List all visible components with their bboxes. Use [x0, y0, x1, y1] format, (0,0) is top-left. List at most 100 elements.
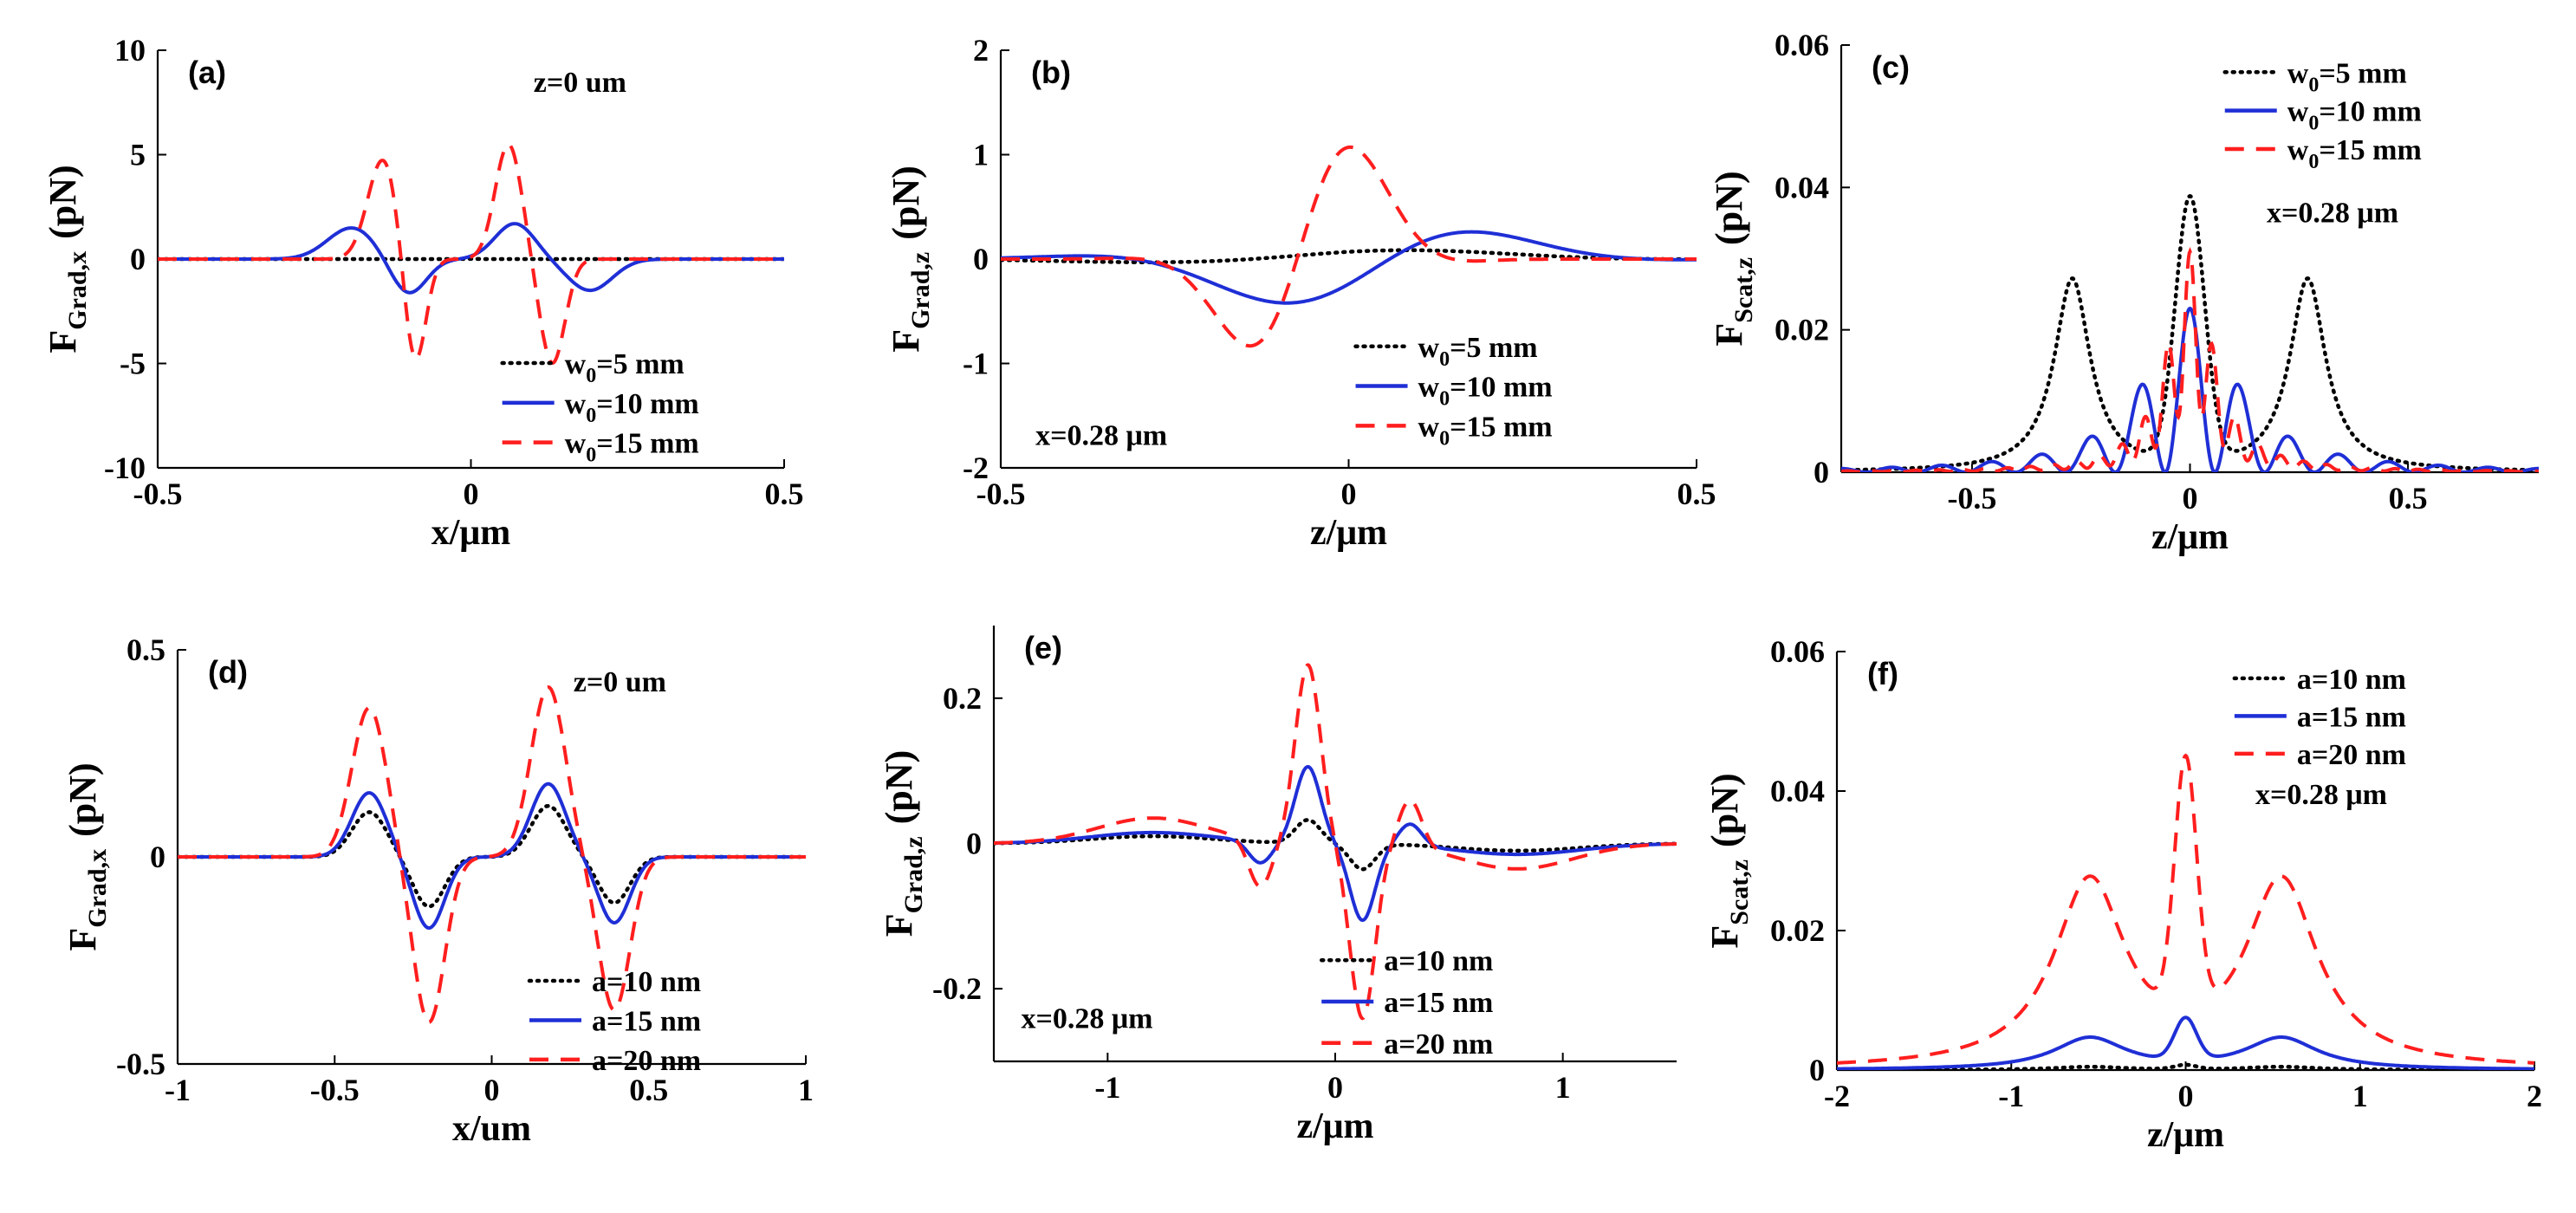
panel-label: (d)	[208, 654, 248, 690]
y-tick-label: 0	[966, 827, 982, 861]
series-line-1	[1001, 248, 1697, 264]
legend-label-main: w	[565, 388, 587, 420]
x-tick-label: 0.5	[629, 1073, 668, 1107]
legend-label: a=15 nm	[592, 1005, 701, 1037]
annotation-text: x=0.28 μm	[1022, 1003, 1153, 1035]
legend-label: w0=5 mm	[565, 348, 685, 387]
legend-label-rest: =10 mm	[2319, 96, 2422, 128]
legend-label: a=10 nm	[1384, 945, 1493, 977]
y-axis-label-main: F	[885, 329, 927, 353]
x-tick-label: -1	[165, 1073, 191, 1107]
panel-label: (a)	[188, 55, 226, 90]
y-tick-label: 5	[130, 138, 146, 172]
x-axis-label: z/μm	[2151, 517, 2229, 557]
series-line-2	[1841, 306, 2539, 472]
y-axis-label-unit: (pN)	[878, 750, 920, 825]
y-tick-label: -10	[104, 451, 146, 485]
y-tick-label: -0.2	[932, 971, 982, 1006]
y-tick-label: 0	[130, 242, 146, 276]
annotation-text: z=0 um	[534, 67, 626, 99]
panel-label: (e)	[1024, 630, 1062, 665]
y-axis-label-sub: Scat,z	[1729, 257, 1758, 323]
x-tick-label: 0	[484, 1073, 500, 1107]
y-axis-label-main: F	[62, 928, 104, 951]
legend-label-sub: 0	[586, 444, 596, 467]
legend-label-main: w	[2287, 134, 2309, 166]
legend-label-sub: 0	[2308, 74, 2319, 96]
y-axis-label: FScat,z (pN)	[1708, 171, 1758, 346]
annotation-text: x=0.28 μm	[1035, 419, 1167, 451]
x-tick-label: -1	[1998, 1079, 2024, 1113]
annotation-text: x=0.28 μm	[2267, 197, 2398, 229]
legend-label-rest: =15 mm	[596, 428, 699, 460]
y-axis-label: FScat,z (pN)	[1703, 773, 1754, 948]
legend-label-sub: 0	[2308, 151, 2319, 173]
x-tick-label: -0.5	[1947, 481, 1996, 516]
legend-label: w0=10 mm	[1418, 372, 1553, 411]
x-tick-label: -0.5	[977, 477, 1026, 511]
x-tick-label: 0	[464, 477, 479, 511]
x-axis-label: z/μm	[1310, 513, 1387, 553]
y-axis-label-unit: (pN)	[1708, 171, 1750, 245]
y-tick-label: -0.5	[116, 1047, 165, 1081]
legend-label-main: w	[2287, 96, 2309, 128]
y-axis-label-unit: (pN)	[885, 165, 927, 240]
legend-label-main: w	[2287, 57, 2309, 89]
legend-label-rest: =5 mm	[1450, 332, 1538, 364]
legend-label-main: w	[565, 348, 587, 380]
legend-label-rest: =10 mm	[596, 388, 699, 420]
panel-label: (c)	[1872, 49, 1910, 85]
legend-label-rest: =10 mm	[1450, 372, 1553, 404]
y-tick-label: 1	[973, 138, 989, 172]
panel-e: -1 0 1 -0.2 0 0.2 z/μm FGrad,z (pN) (e) a=10 nm a=1…	[878, 626, 1677, 1146]
legend-label-main: w	[1418, 332, 1440, 364]
legend-label-rest: =5 mm	[2319, 57, 2407, 89]
legend-label: w0=15 mm	[1418, 411, 1553, 450]
x-tick-label: 0	[1327, 1070, 1343, 1105]
y-axis-label-unit: (pN)	[1703, 773, 1746, 847]
annotation-text: x=0.28 μm	[2255, 779, 2387, 811]
x-axis-label: z/μm	[2147, 1115, 2224, 1155]
y-axis-label-sub: Grad,x	[83, 849, 112, 928]
series-line-3	[1001, 145, 1697, 348]
y-axis-label: FGrad,z (pN)	[885, 165, 935, 353]
x-tick-label: -0.5	[310, 1073, 360, 1107]
legend-label-sub: 0	[1439, 388, 1450, 411]
x-tick-label: 1	[798, 1073, 814, 1107]
legend-label: a=15 nm	[1384, 987, 1493, 1019]
y-tick-label: 0	[1809, 1053, 1825, 1087]
legend-label-sub: 0	[586, 365, 596, 387]
y-tick-label: 2	[973, 33, 989, 68]
legend-label-sub: 0	[1439, 348, 1450, 371]
legend-label: w0=10 mm	[565, 388, 699, 427]
x-tick-label: -2	[1824, 1079, 1850, 1113]
y-tick-label: 0	[150, 840, 165, 874]
y-axis-label-sub: Grad,z	[906, 252, 935, 329]
y-axis-label-sub: Grad,x	[63, 251, 92, 330]
legend-label: a=20 nm	[592, 1045, 701, 1077]
series-line-3	[178, 684, 806, 1024]
legend-label-main: w	[1418, 372, 1440, 404]
x-tick-label: -1	[1094, 1070, 1120, 1105]
series-line-3	[158, 142, 784, 365]
legend-label: w0=5 mm	[1418, 332, 1538, 371]
panel-d: -1 -0.5 0 0.5 1-0.500.5x/umFGrad,x(pN)(d)a=1…	[62, 632, 814, 1149]
legend-label-rest: =15 mm	[1450, 411, 1553, 443]
legend-label: w0=15 mm	[2287, 134, 2422, 173]
y-axis-label-main: F	[42, 330, 84, 354]
x-tick-label: 0	[2178, 1079, 2194, 1113]
series-line-3	[1837, 753, 2534, 1065]
legend-label-rest: =15 mm	[2319, 134, 2422, 166]
x-tick-label: 0	[2183, 481, 2198, 516]
annotation-text: z=0 um	[574, 666, 666, 698]
x-tick-label: 1	[2352, 1079, 2368, 1113]
y-axis-label-sub: Scat,z	[1725, 859, 1754, 925]
y-tick-label: 0.06	[1770, 634, 1825, 669]
y-tick-label: 0	[973, 242, 989, 276]
legend-label-main: w	[1418, 411, 1440, 443]
y-tick-label: 0.2	[943, 681, 982, 716]
y-tick-label: 0.06	[1775, 28, 1829, 62]
series-line-2	[1001, 230, 1697, 305]
y-axis-label-main: F	[878, 913, 920, 937]
